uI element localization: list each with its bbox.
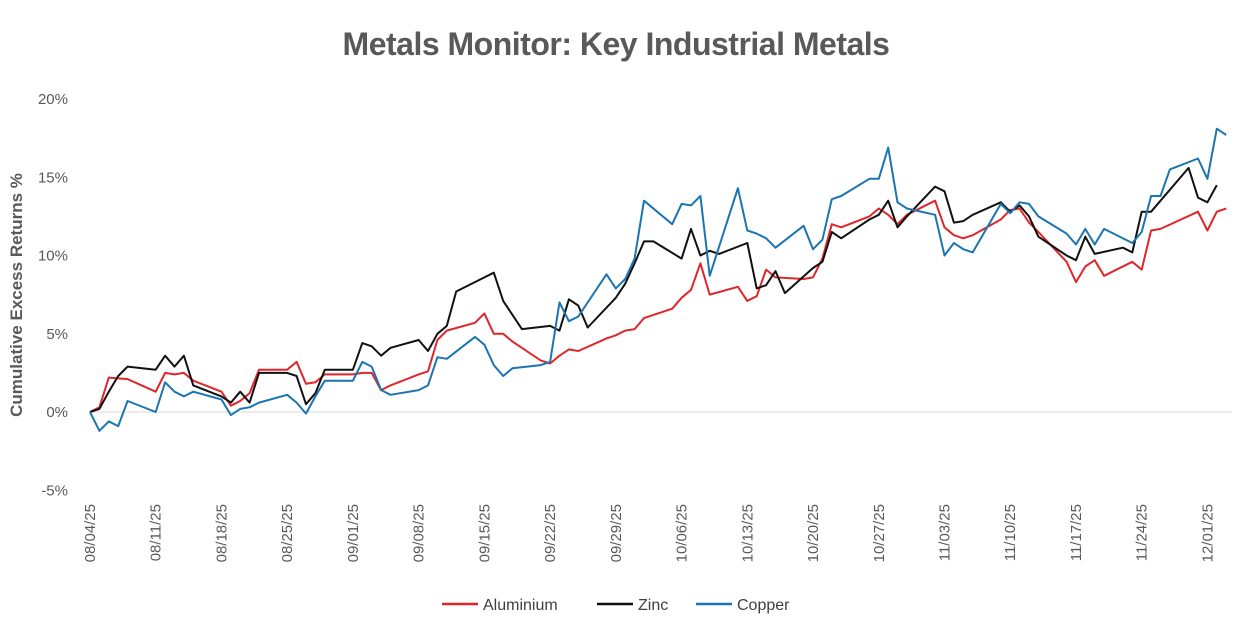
x-tick-label: 10/27/25 xyxy=(871,504,888,562)
x-tick-label: 09/15/25 xyxy=(476,504,493,562)
series-line-zinc xyxy=(89,166,1218,413)
x-tick-label: 11/17/25 xyxy=(1068,504,1085,561)
legend-label-zinc: Zinc xyxy=(638,597,668,614)
y-tick-label: -5% xyxy=(41,482,68,499)
x-axis-ticks: 08/04/25 08/11/25 08/18/25 08/25/25 09/01/25… xyxy=(82,504,1216,562)
x-tick-label: 10/13/25 xyxy=(739,504,756,562)
x-tick-label: 08/18/25 xyxy=(213,504,230,562)
x-tick-label: 11/10/25 xyxy=(1002,504,1019,561)
x-tick-label: 10/20/25 xyxy=(805,504,822,562)
x-tick-label: 09/08/25 xyxy=(411,504,428,562)
x-tick-label: 11/03/25 xyxy=(936,504,953,561)
legend: Aluminium Zinc Copper xyxy=(442,597,790,614)
y-tick-label: 0% xyxy=(46,404,68,421)
y-tick-label: 10% xyxy=(38,248,68,265)
series-line-aluminium xyxy=(89,199,1227,413)
x-tick-label: 08/11/25 xyxy=(148,504,165,561)
y-axis-ticks: -5% 0% 5% 10% 15% 20% xyxy=(38,91,68,499)
x-tick-label: 10/06/25 xyxy=(674,504,691,562)
x-tick-label: 11/24/25 xyxy=(1134,504,1151,561)
y-tick-label: 20% xyxy=(38,91,68,108)
x-tick-label: 12/01/25 xyxy=(1199,504,1216,562)
series-lines xyxy=(89,127,1227,432)
x-tick-label: 08/04/25 xyxy=(82,504,99,562)
legend-label-aluminium: Aluminium xyxy=(483,597,558,614)
chart-title: Metals Monitor: Key Industrial Metals xyxy=(343,26,890,62)
x-tick-label: 08/25/25 xyxy=(279,504,296,562)
y-tick-label: 5% xyxy=(46,326,68,343)
legend-label-copper: Copper xyxy=(737,597,790,614)
x-tick-label: 09/22/25 xyxy=(542,504,559,562)
y-axis-label: Cumulative Excess Returns % xyxy=(7,173,26,417)
series-line-copper xyxy=(89,127,1227,432)
y-tick-label: 15% xyxy=(38,169,68,186)
x-tick-label: 09/29/25 xyxy=(608,504,625,562)
x-tick-label: 09/01/25 xyxy=(345,504,362,562)
